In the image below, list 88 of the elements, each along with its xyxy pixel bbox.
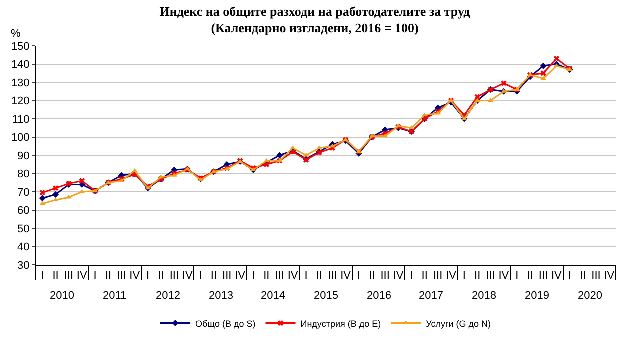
x-tick-label: I	[94, 270, 97, 282]
point	[474, 94, 480, 100]
x-tick-label: I	[462, 270, 466, 282]
y-tick-label: 140	[11, 59, 30, 72]
point	[554, 56, 560, 62]
x-tick-label: I	[410, 270, 414, 282]
y-tick-label: 120	[11, 96, 30, 108]
x-tick-label: II	[52, 270, 59, 282]
x-tick-label: IV	[393, 270, 404, 282]
x-tick-label: III	[328, 270, 338, 282]
point	[39, 195, 46, 202]
x-tick-label: II	[105, 270, 112, 282]
x-tick-label: III	[486, 270, 496, 282]
x-tick-label: I	[252, 270, 256, 282]
point	[276, 152, 284, 159]
x-tick-label: I	[41, 270, 44, 282]
x-tick-label: IV	[340, 270, 352, 282]
text: 2018	[472, 290, 496, 302]
text: 2020	[578, 290, 602, 302]
x-tick-label: IV	[498, 270, 510, 282]
y-tick-label: 110	[12, 114, 30, 126]
point	[540, 70, 546, 76]
point	[79, 178, 85, 184]
text: 2014	[261, 290, 286, 302]
x-tick-label: II	[369, 270, 376, 282]
legend-label: Индустрия (B до E)	[300, 318, 382, 329]
chart-title: Индекс на общите разходи на работодателите за труд (Календарно изгладени, 2016 = 100)	[160, 4, 471, 36]
point	[330, 144, 336, 148]
y-tick-label: 70	[18, 186, 30, 199]
text: 2011	[103, 290, 127, 302]
x-tick-label: III	[222, 270, 232, 282]
x-tick-label: I	[146, 270, 150, 282]
x-tick-label: IV	[446, 270, 458, 282]
point	[40, 190, 46, 196]
x-tick-label: III	[592, 270, 601, 282]
x-tick-label: III	[538, 270, 548, 282]
x-tick-label: IV	[76, 270, 88, 282]
x-tick-label: II	[316, 270, 322, 282]
point	[540, 62, 547, 70]
x-tick-label: I	[357, 270, 360, 282]
x-tick-label: IV	[604, 270, 616, 282]
point	[52, 191, 60, 198]
text: 2016	[367, 290, 392, 302]
y-axis-title: %	[11, 28, 21, 40]
y-tick-label: 90	[18, 150, 30, 162]
y-tick-label: 150	[11, 40, 30, 53]
text: 2012	[156, 290, 180, 302]
x-tick-label: II	[422, 270, 428, 282]
y-tick-label: 130	[11, 77, 30, 90]
x-tick-label: III	[64, 270, 74, 282]
point	[501, 80, 507, 86]
y-tick-label: 50	[18, 223, 30, 236]
point	[52, 186, 59, 192]
x-tick-label: III	[275, 270, 284, 282]
text: 2013	[209, 290, 234, 302]
x-tick-label: I	[304, 270, 308, 282]
text: 2019	[525, 290, 550, 302]
x-tick-label: I	[568, 270, 572, 282]
x-tick-label: IV	[288, 270, 299, 282]
legend-label: Общо (B до S)	[196, 318, 256, 329]
x-tick-label: IV	[130, 270, 141, 282]
x-tick-label: II	[527, 270, 534, 282]
x-tick-label: II	[474, 270, 481, 282]
x-tick-label: II	[580, 270, 586, 282]
x-tick-label: III	[170, 270, 179, 282]
y-tick-label: 60	[18, 205, 30, 218]
point	[40, 201, 46, 206]
x-tick-label: III	[433, 270, 443, 282]
x-tick-label: II	[264, 270, 270, 282]
y-tick-label: 40	[18, 242, 30, 254]
text: 2010	[50, 290, 74, 302]
x-tick-label: II	[210, 270, 218, 282]
x-tick-label: III	[380, 270, 390, 282]
y-tick-label: 80	[18, 168, 30, 181]
point	[396, 124, 402, 128]
x-tick-label: IV	[182, 270, 194, 282]
x-tick-label: III	[117, 270, 126, 282]
y-tick-label: 30	[18, 260, 30, 272]
text: 2017	[419, 290, 444, 302]
legend-label: Услуги (G до N)	[426, 318, 492, 329]
x-tick-label: I	[199, 270, 202, 282]
x-tick-label: IV	[551, 270, 563, 282]
x-tick-label: II	[158, 270, 164, 282]
x-tick-label: I	[516, 270, 519, 282]
text: 2015	[314, 290, 338, 302]
x-tick-label: IV	[235, 270, 246, 282]
y-tick-label: 100	[11, 132, 30, 144]
point	[540, 76, 546, 80]
